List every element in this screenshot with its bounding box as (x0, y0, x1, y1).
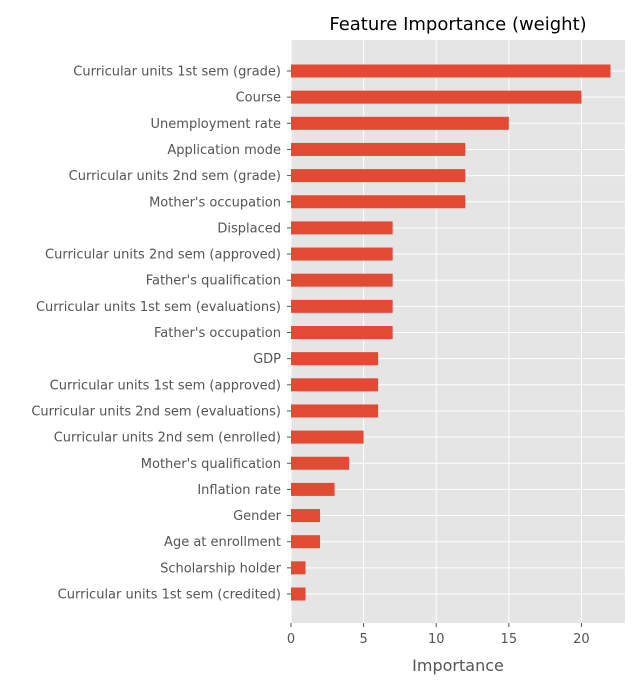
bar (291, 561, 306, 575)
bar (291, 221, 393, 235)
y-tick-label: Displaced (217, 221, 281, 236)
y-tick-label: Curricular units 1st sem (credited) (58, 588, 281, 603)
y-tick-label: Curricular units 2nd sem (approved) (45, 248, 281, 263)
x-tick-labels: 0 5 10 15 20 (287, 623, 590, 647)
y-tick-label: Application mode (167, 143, 281, 158)
bar (291, 378, 379, 392)
x-tick-label: 10 (428, 632, 445, 647)
bar (291, 587, 306, 601)
y-tick-label: Curricular units 2nd sem (grade) (69, 169, 281, 184)
y-tick-label: Curricular units 1st sem (grade) (73, 65, 281, 80)
y-tick-label: Father's qualification (146, 274, 281, 289)
bar (291, 116, 509, 130)
bar (291, 352, 379, 366)
y-tick-label: Curricular units 2nd sem (enrolled) (54, 431, 281, 446)
bar (291, 64, 611, 78)
y-tick-label: Scholarship holder (160, 561, 282, 576)
bar (291, 326, 393, 339)
x-tick-label: 15 (501, 632, 518, 647)
y-tick-label: Course (236, 91, 281, 106)
bar (291, 299, 393, 313)
y-tick-label: Mother's qualification (141, 457, 281, 472)
bar (291, 195, 466, 209)
bar (291, 430, 364, 444)
y-tick-labels: Curricular units 1st sem (grade) Course Un… (31, 65, 291, 603)
bar (291, 535, 321, 549)
bar (291, 90, 582, 104)
y-tick-label: Mother's occupation (149, 195, 281, 210)
bar (291, 509, 321, 523)
x-tick-label: 20 (573, 632, 590, 647)
x-axis-label: Importance (412, 656, 504, 675)
y-tick-label: Curricular units 2nd sem (evaluations) (31, 404, 281, 419)
bar (291, 169, 466, 183)
bar (291, 273, 393, 287)
y-tick-label: Curricular units 1st sem (approved) (50, 378, 281, 393)
x-tick-label: 0 (287, 632, 295, 647)
y-tick-label: GDP (253, 352, 281, 367)
chart-title: Feature Importance (weight) (329, 14, 586, 35)
bar (291, 247, 393, 261)
y-tick-label: Curricular units 1st sem (evaluations) (36, 300, 281, 315)
bar (291, 404, 379, 418)
y-tick-label: Gender (233, 509, 282, 524)
y-tick-label: Unemployment rate (151, 117, 281, 132)
bar (291, 142, 466, 156)
y-tick-label: Inflation rate (197, 483, 281, 498)
bars (291, 64, 611, 601)
x-tick-label: 5 (359, 632, 367, 647)
bar (291, 456, 350, 470)
bar (291, 482, 335, 496)
y-tick-label: Father's occupation (154, 326, 281, 341)
y-tick-label: Age at enrollment (164, 535, 281, 550)
